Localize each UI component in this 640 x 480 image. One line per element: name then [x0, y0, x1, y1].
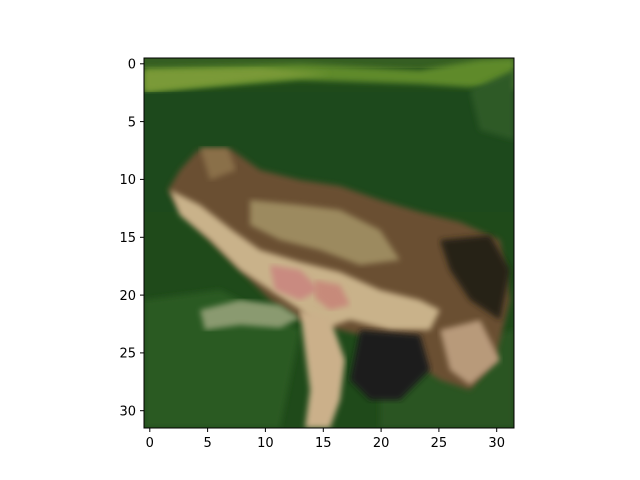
x-tick-label: 10 [257, 436, 274, 451]
x-axis: 0 5 10 15 20 25 30 [146, 428, 505, 451]
x-tick-label: 30 [488, 436, 505, 451]
y-axis: 0 5 10 15 20 25 30 [119, 58, 144, 419]
y-tick-label: 10 [119, 173, 136, 188]
x-tick-label: 20 [373, 436, 390, 451]
x-tick-label: 5 [203, 436, 211, 451]
x-tick-label: 25 [431, 436, 448, 451]
frog-belly [170, 190, 440, 330]
y-tick-label: 30 [119, 404, 136, 419]
axes-frame [143, 57, 515, 429]
y-tick-label: 15 [119, 231, 136, 246]
y-tick-label: 0 [128, 58, 136, 73]
y-tick-label: 20 [119, 289, 136, 304]
y-tick-label: 5 [128, 115, 136, 130]
frog-image [144, 58, 514, 428]
frog-front-leg [200, 300, 300, 330]
y-tick-label: 25 [119, 347, 136, 362]
image-plot [143, 57, 515, 429]
frog-hind-leg [300, 310, 345, 428]
x-tick-label: 0 [146, 436, 154, 451]
x-tick-label: 15 [315, 436, 332, 451]
